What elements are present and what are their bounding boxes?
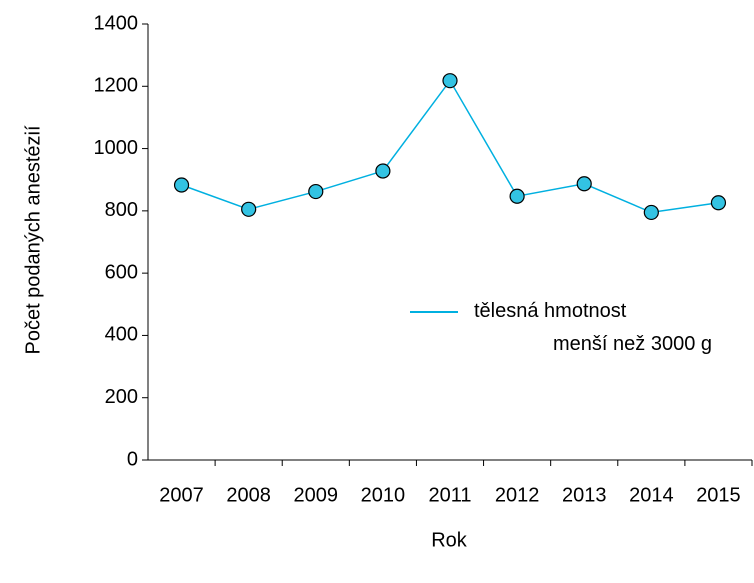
marker bbox=[643, 204, 659, 221]
y-tick-label: 1000 bbox=[94, 137, 139, 159]
marker bbox=[241, 201, 257, 217]
y-tick-label: 400 bbox=[105, 324, 138, 346]
x-tick-label: 2008 bbox=[226, 484, 271, 506]
x-tick-label: 2009 bbox=[294, 484, 339, 506]
marker bbox=[308, 183, 324, 200]
series-line bbox=[181, 79, 719, 214]
y-tick-label: 600 bbox=[105, 261, 138, 283]
marker bbox=[173, 177, 190, 193]
legend-label: tělesná hmotnost menší než 3000 g bbox=[474, 300, 712, 355]
marker bbox=[509, 188, 525, 204]
marker bbox=[375, 163, 391, 179]
x-tick-label: 2015 bbox=[696, 484, 741, 506]
y-tick-label: 1200 bbox=[94, 75, 139, 97]
x-tick-label: 2014 bbox=[629, 484, 674, 506]
x-tick-label: 2011 bbox=[428, 484, 471, 506]
y-axis-title: Počet podaných anestézií bbox=[22, 125, 44, 354]
y-tick-label: 1400 bbox=[94, 12, 139, 34]
marker bbox=[710, 195, 727, 211]
x-tick-label: 2010 bbox=[361, 484, 406, 506]
y-tick-label: 0 bbox=[127, 448, 138, 470]
x-axis-title: Rok bbox=[431, 529, 468, 551]
x-tick-label: 2007 bbox=[159, 484, 204, 506]
x-tick-label: 2013 bbox=[562, 484, 607, 506]
y-tick-label: 800 bbox=[105, 199, 138, 221]
y-tick-label: 200 bbox=[105, 386, 138, 408]
x-tick-label: 2012 bbox=[495, 484, 540, 506]
marker bbox=[442, 73, 458, 89]
marker bbox=[576, 176, 592, 192]
